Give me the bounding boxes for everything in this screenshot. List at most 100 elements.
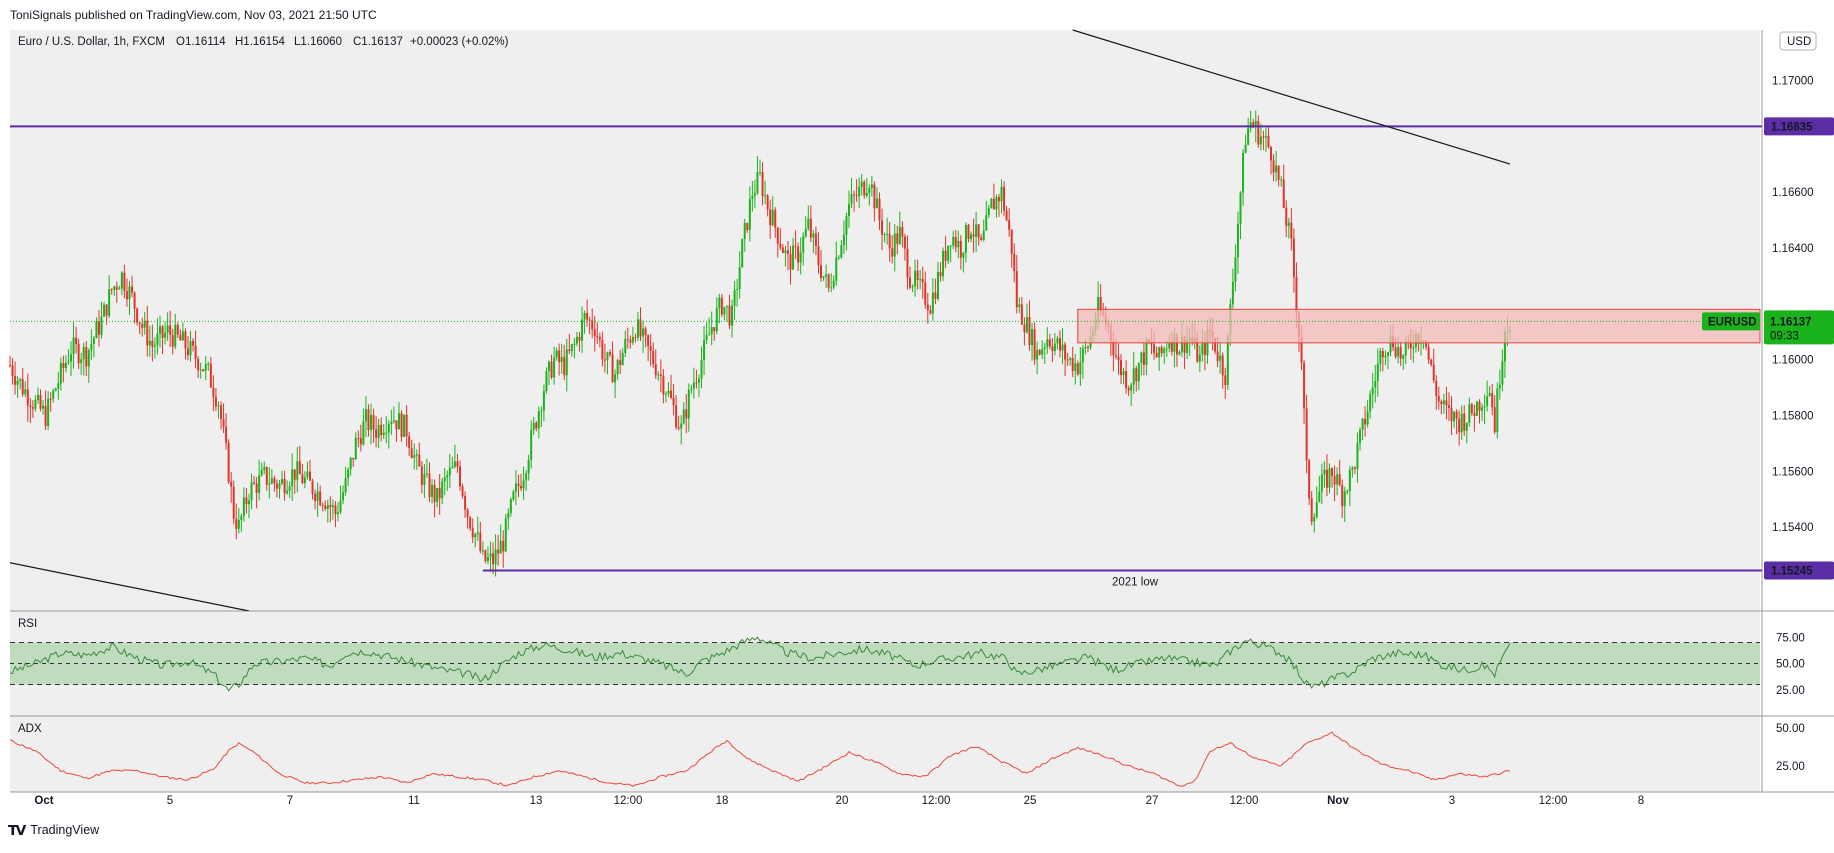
bull-candle[interactable]: [799, 252, 802, 263]
bull-candle[interactable]: [868, 187, 871, 193]
bull-candle[interactable]: [156, 333, 159, 346]
bear-candle[interactable]: [820, 265, 823, 279]
bull-candle[interactable]: [1366, 411, 1369, 425]
bull-candle[interactable]: [865, 192, 868, 196]
bear-candle[interactable]: [558, 350, 561, 363]
bear-candle[interactable]: [1028, 317, 1031, 346]
bear-candle[interactable]: [77, 344, 80, 364]
bull-candle[interactable]: [1318, 491, 1321, 503]
bear-candle[interactable]: [479, 532, 482, 551]
bull-candle[interactable]: [985, 215, 988, 231]
bear-candle[interactable]: [1364, 418, 1367, 425]
bull-candle[interactable]: [692, 382, 695, 389]
bull-candle[interactable]: [339, 500, 342, 513]
bull-candle[interactable]: [1056, 337, 1059, 344]
bull-candle[interactable]: [733, 289, 736, 306]
bull-candle[interactable]: [240, 515, 243, 520]
bear-candle[interactable]: [359, 437, 362, 445]
bull-candle[interactable]: [547, 361, 550, 372]
bull-candle[interactable]: [1081, 348, 1084, 363]
bear-candle[interactable]: [214, 396, 217, 407]
bull-candle[interactable]: [680, 423, 683, 429]
bull-candle[interactable]: [278, 483, 281, 489]
bear-candle[interactable]: [39, 394, 42, 409]
bear-candle[interactable]: [634, 337, 637, 339]
bull-candle[interactable]: [1264, 135, 1267, 138]
bear-candle[interactable]: [169, 325, 172, 335]
bear-candle[interactable]: [1341, 484, 1344, 507]
bear-candle[interactable]: [1175, 334, 1178, 355]
bull-candle[interactable]: [1036, 350, 1039, 360]
bear-candle[interactable]: [977, 224, 980, 238]
bull-candle[interactable]: [1181, 336, 1184, 352]
bear-candle[interactable]: [459, 466, 461, 487]
bull-candle[interactable]: [1356, 443, 1359, 469]
bear-candle[interactable]: [176, 324, 179, 335]
bear-candle[interactable]: [1135, 368, 1138, 382]
bull-candle[interactable]: [425, 473, 428, 475]
bull-candle[interactable]: [1249, 122, 1252, 129]
bear-candle[interactable]: [1142, 352, 1145, 366]
bull-candle[interactable]: [911, 286, 914, 288]
bear-candle[interactable]: [967, 224, 970, 240]
bear-candle[interactable]: [921, 279, 924, 283]
bear-candle[interactable]: [1170, 342, 1173, 352]
bear-candle[interactable]: [929, 310, 932, 314]
bull-candle[interactable]: [1397, 347, 1400, 357]
bear-candle[interactable]: [563, 357, 566, 376]
bear-candle[interactable]: [1303, 362, 1306, 409]
bull-candle[interactable]: [1198, 354, 1201, 362]
bull-candle[interactable]: [342, 492, 345, 501]
bull-candle[interactable]: [532, 422, 535, 430]
bull-candle[interactable]: [1503, 331, 1506, 362]
bear-candle[interactable]: [1221, 355, 1224, 376]
bear-candle[interactable]: [944, 250, 947, 261]
bear-candle[interactable]: [896, 233, 899, 244]
bull-candle[interactable]: [527, 459, 530, 474]
bull-candle[interactable]: [553, 357, 556, 378]
bull-candle[interactable]: [919, 279, 922, 281]
bear-candle[interactable]: [817, 246, 820, 266]
bull-candle[interactable]: [1343, 491, 1346, 507]
bull-candle[interactable]: [1412, 347, 1415, 349]
bear-candle[interactable]: [1048, 339, 1051, 347]
bull-candle[interactable]: [1145, 339, 1148, 366]
bull-candle[interactable]: [80, 359, 83, 364]
bear-candle[interactable]: [380, 424, 383, 436]
bear-candle[interactable]: [1338, 474, 1341, 485]
bear-candle[interactable]: [125, 291, 128, 300]
bear-candle[interactable]: [769, 209, 772, 226]
bull-candle[interactable]: [1371, 387, 1374, 395]
bull-candle[interactable]: [1178, 351, 1181, 355]
bull-candle[interactable]: [385, 432, 388, 434]
bull-candle[interactable]: [390, 422, 393, 425]
bear-candle[interactable]: [420, 466, 423, 485]
bear-candle[interactable]: [593, 329, 596, 337]
bull-candle[interactable]: [764, 195, 767, 197]
bear-candle[interactable]: [939, 271, 942, 277]
bull-candle[interactable]: [120, 272, 123, 289]
bear-candle[interactable]: [62, 363, 65, 369]
bull-candle[interactable]: [364, 409, 367, 422]
bull-candle[interactable]: [42, 405, 45, 409]
bear-candle[interactable]: [408, 436, 411, 449]
bull-candle[interactable]: [1168, 342, 1171, 349]
bear-candle[interactable]: [766, 195, 769, 210]
bull-candle[interactable]: [451, 466, 454, 468]
bear-candle[interactable]: [21, 379, 24, 395]
bear-candle[interactable]: [596, 336, 599, 338]
bull-candle[interactable]: [306, 471, 309, 478]
bull-candle[interactable]: [1122, 371, 1125, 376]
bear-candle[interactable]: [1308, 460, 1311, 499]
bear-candle[interactable]: [1038, 350, 1041, 355]
bull-candle[interactable]: [1496, 388, 1499, 433]
trendline[interactable]: [1072, 29, 1511, 165]
bull-candle[interactable]: [403, 414, 406, 437]
bear-candle[interactable]: [1127, 388, 1130, 391]
bear-candle[interactable]: [9, 365, 11, 367]
bear-candle[interactable]: [1425, 340, 1428, 347]
bull-candle[interactable]: [1186, 339, 1189, 353]
bear-candle[interactable]: [171, 334, 174, 347]
bear-candle[interactable]: [352, 457, 355, 460]
bear-candle[interactable]: [405, 414, 408, 437]
